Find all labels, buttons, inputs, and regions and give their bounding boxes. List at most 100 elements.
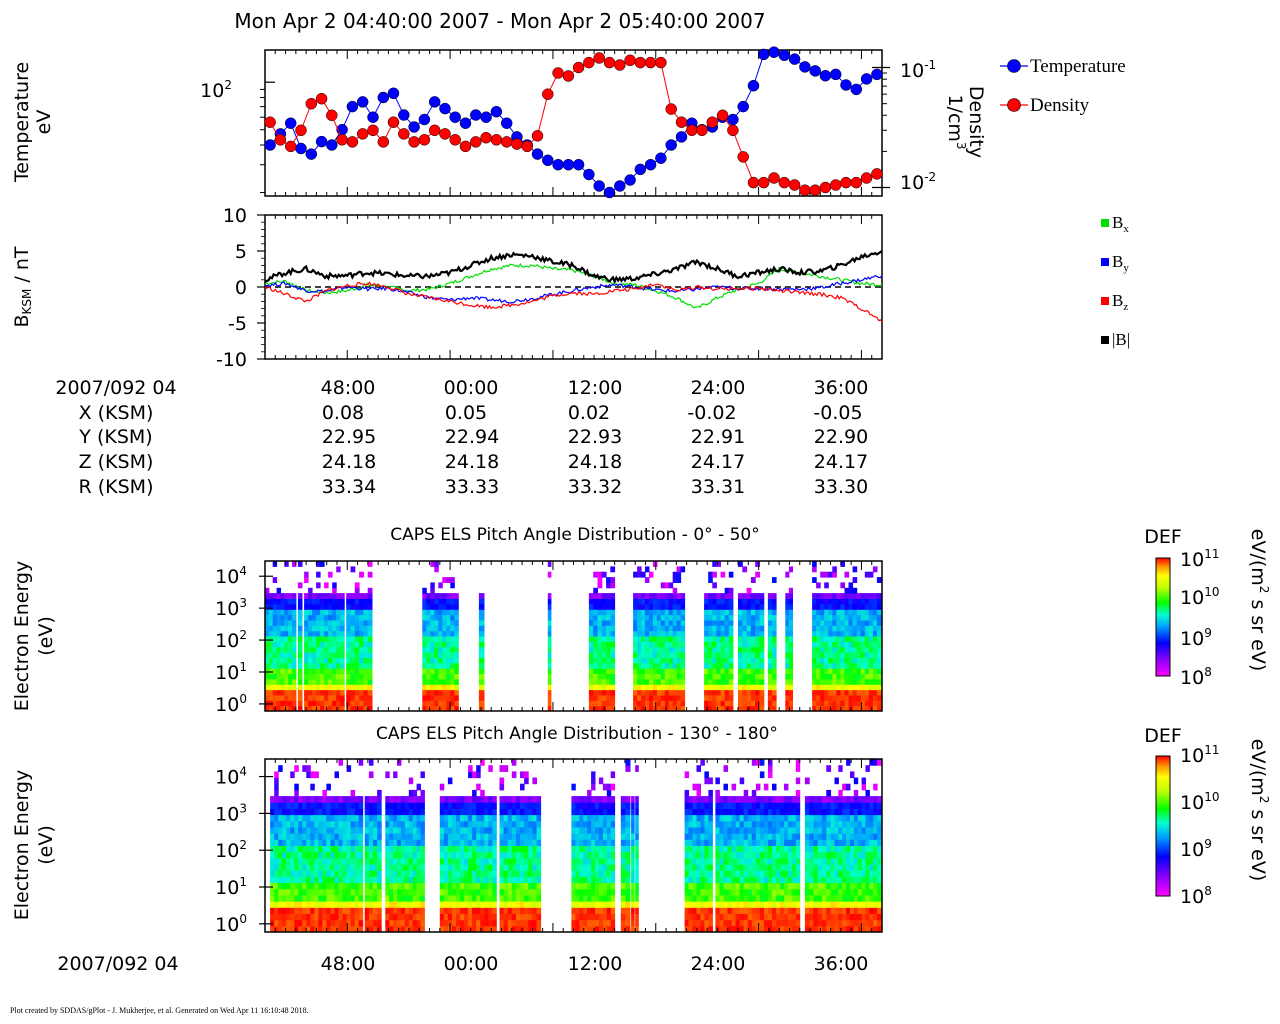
spectrogram-cell bbox=[834, 876, 839, 884]
spectrogram-cell bbox=[588, 593, 594, 599]
spectrogram-cell bbox=[724, 609, 730, 616]
by-line bbox=[264, 275, 883, 304]
spectrogram-cell bbox=[579, 888, 584, 896]
spectrogram-cell bbox=[385, 894, 390, 902]
spectrogram-cell bbox=[850, 796, 855, 803]
spectrogram-cell bbox=[364, 888, 370, 896]
spectrogram-cell bbox=[464, 870, 469, 877]
spectrogram-cell bbox=[290, 882, 295, 890]
spectrogram-cell bbox=[292, 625, 297, 632]
spectrogram-cell bbox=[476, 913, 481, 921]
spectrogram-cell bbox=[314, 771, 319, 779]
spectrogram-cell bbox=[791, 820, 797, 828]
ephemeris-value: 33.33 bbox=[445, 476, 499, 498]
spectrogram-cell bbox=[288, 614, 293, 621]
spectrogram-cell bbox=[591, 845, 596, 853]
spectrogram-cell bbox=[354, 839, 360, 846]
spectrogram-cell bbox=[268, 673, 274, 680]
spectrogram-cell bbox=[606, 796, 612, 803]
spectrogram-cell bbox=[547, 625, 552, 632]
spectrogram-cell bbox=[364, 882, 370, 890]
spectrogram-cell bbox=[780, 901, 785, 908]
spectrogram-cell bbox=[738, 689, 743, 696]
spectrogram-cell bbox=[503, 827, 509, 834]
spectrogram-cell bbox=[274, 901, 279, 908]
spectrogram-cell bbox=[785, 609, 790, 616]
spectrogram-cell bbox=[610, 625, 616, 632]
spectrogram-cell bbox=[876, 630, 882, 637]
spectrogram-cell bbox=[817, 857, 823, 865]
spectrogram-cell bbox=[587, 827, 592, 834]
spectrogram-cell bbox=[336, 636, 341, 642]
spectrogram-cell bbox=[708, 814, 713, 822]
spectrogram-cell bbox=[446, 694, 451, 701]
spectrogram-cell bbox=[438, 657, 443, 664]
spectrogram-cell bbox=[856, 668, 862, 674]
spectrogram-cell bbox=[809, 833, 814, 840]
spectrogram-cell bbox=[763, 783, 769, 791]
spectrogram-cell bbox=[472, 919, 477, 927]
spectrogram-cell bbox=[759, 646, 765, 653]
spectrogram-cell bbox=[579, 913, 584, 921]
spectrogram-cell bbox=[434, 705, 439, 712]
spectrogram-cell bbox=[601, 598, 607, 605]
spectrogram-cell bbox=[520, 820, 525, 828]
spectrogram-cell bbox=[358, 820, 364, 828]
spectrogram-cell bbox=[597, 625, 603, 632]
spectrogram-cell bbox=[571, 783, 576, 791]
spectrogram-cell bbox=[265, 646, 270, 653]
spectrogram-cell bbox=[704, 662, 709, 669]
spectrogram-cell bbox=[750, 598, 756, 605]
spectrogram-cell bbox=[408, 857, 414, 865]
spectrogram-cell bbox=[282, 907, 287, 914]
spectrogram-cell bbox=[478, 630, 485, 637]
spectrogram-cell bbox=[288, 630, 293, 637]
spectrogram-cell bbox=[468, 894, 473, 902]
spectrogram-cell bbox=[724, 641, 730, 648]
spectrogram-cell bbox=[454, 619, 459, 626]
spectrogram-cell bbox=[426, 636, 431, 642]
ephemeris-table: 2007/092 04 48:00 00:00 12:00 24:00 36:0… bbox=[55, 377, 868, 498]
spectrogram-cell bbox=[308, 705, 313, 712]
spectrogram-cell bbox=[298, 894, 303, 902]
spectrogram-cell bbox=[645, 566, 650, 573]
spectrogram-cell bbox=[791, 864, 797, 871]
spectrogram-cell bbox=[776, 907, 781, 914]
spectrogram-cell bbox=[848, 662, 854, 669]
spectrogram-cell bbox=[712, 673, 717, 680]
spectrogram-cell bbox=[755, 619, 760, 626]
spectrogram-cell bbox=[759, 641, 765, 648]
spectrogram-cell bbox=[767, 593, 773, 599]
spectrogram-cell bbox=[742, 614, 748, 621]
spectrogram-cell bbox=[820, 657, 825, 664]
spectrogram-cell bbox=[606, 820, 612, 828]
spectrogram-cell bbox=[738, 678, 743, 685]
spectrogram-cell bbox=[304, 684, 309, 691]
spectrogram-cell bbox=[332, 652, 337, 658]
spectrogram-cell bbox=[840, 700, 845, 707]
spectrogram-cell bbox=[515, 888, 521, 896]
spectrogram-cell bbox=[822, 907, 827, 914]
spectrogram-cell bbox=[359, 694, 364, 701]
spectrogram-cell bbox=[446, 598, 451, 605]
spectrogram-cell bbox=[422, 636, 427, 642]
spectrogram-cell bbox=[742, 689, 748, 696]
spectrogram-cell bbox=[426, 689, 431, 696]
temperature-point bbox=[634, 163, 647, 176]
spectrogram-cell bbox=[397, 913, 402, 921]
spectrogram-cell bbox=[852, 619, 858, 626]
spectrogram-cell bbox=[731, 802, 737, 809]
spectrogram-cell bbox=[731, 857, 737, 865]
spectrogram-cell bbox=[625, 882, 631, 890]
spectrogram-cell bbox=[816, 694, 821, 701]
spectrogram-cell bbox=[838, 796, 843, 803]
spectrogram-cell bbox=[631, 851, 635, 859]
spectrogram-cell bbox=[743, 857, 749, 865]
spectrogram-cell bbox=[306, 901, 311, 908]
spectrogram-cell bbox=[515, 814, 521, 822]
density-point bbox=[706, 116, 719, 128]
spectrogram-cell bbox=[397, 827, 402, 834]
spectrogram-cell bbox=[606, 919, 612, 927]
spectrogram-cell bbox=[268, 593, 274, 599]
spectrogram-cell bbox=[838, 913, 843, 921]
